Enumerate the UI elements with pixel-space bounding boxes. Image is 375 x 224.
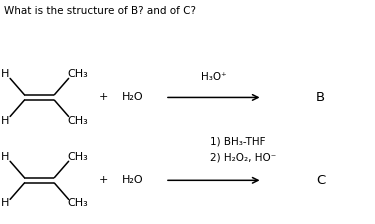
Text: CH₃: CH₃ [68,152,88,162]
Text: H: H [1,198,9,208]
Text: H₂O: H₂O [122,175,144,185]
Text: +: + [98,93,108,102]
Text: +: + [98,175,108,185]
Text: B: B [316,91,325,104]
Text: H₃O⁺: H₃O⁺ [201,72,226,82]
Text: CH₃: CH₃ [68,69,88,79]
Text: What is the structure of B? and of C?: What is the structure of B? and of C? [4,6,196,16]
Text: 1) BH₃-THF: 1) BH₃-THF [210,137,266,147]
Text: 2) H₂O₂, HO⁻: 2) H₂O₂, HO⁻ [210,152,276,162]
Text: H: H [1,116,9,125]
Text: H₂O: H₂O [122,93,144,102]
Text: CH₃: CH₃ [68,116,88,125]
Text: CH₃: CH₃ [68,198,88,208]
Text: H: H [1,152,9,162]
Text: H: H [1,69,9,79]
Text: C: C [316,174,325,187]
